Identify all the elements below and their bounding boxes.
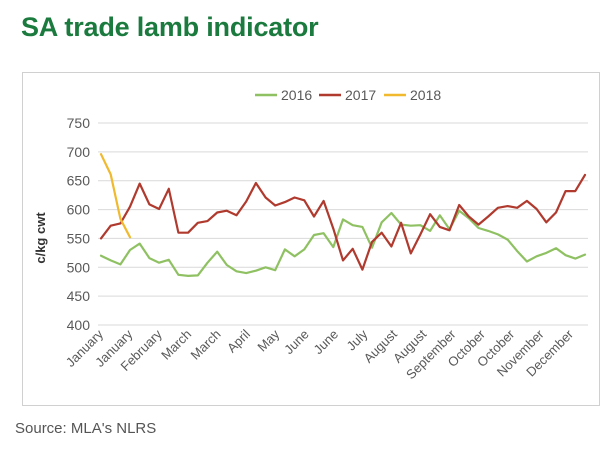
legend: 2016 2017 2018 xyxy=(255,87,441,103)
series-line-2016 xyxy=(99,209,587,277)
y-tick-label: 400 xyxy=(67,317,91,333)
series-line-2017 xyxy=(99,173,587,271)
y-tick-labels: 400 450 500 550 600 650 700 750 xyxy=(67,115,91,333)
x-tick-label: June xyxy=(311,327,342,358)
source-note: Source: MLA's NLRS xyxy=(15,420,157,437)
x-tick-label: March xyxy=(187,327,223,363)
grid-lines xyxy=(98,122,588,326)
x-tick-label: June xyxy=(281,327,312,358)
x-tick-label: April xyxy=(224,326,253,355)
page-title: SA trade lamb indicator xyxy=(21,12,319,42)
line-chart: 2016 2017 2018 400 450 500 550 600 650 700 750 c/… xyxy=(33,87,588,382)
y-tick-label: 500 xyxy=(67,259,91,275)
y-tick-label: 550 xyxy=(67,230,91,246)
y-tick-label: 750 xyxy=(67,115,91,131)
series-lines xyxy=(99,153,587,277)
y-tick-label: 700 xyxy=(67,144,91,160)
y-axis-label: c/kg cwt xyxy=(33,212,48,264)
legend-label-2018: 2018 xyxy=(410,87,441,103)
y-tick-label: 600 xyxy=(67,202,91,218)
x-tick-label: March xyxy=(158,327,194,363)
y-tick-label: 450 xyxy=(67,288,91,304)
chart-frame: 2016 2017 2018 400 450 500 550 600 650 700 750 c/… xyxy=(22,72,600,406)
y-tick-label: 650 xyxy=(67,173,91,189)
legend-label-2017: 2017 xyxy=(345,87,376,103)
series-line-2018 xyxy=(99,153,132,239)
x-tick-label: May xyxy=(254,326,282,354)
legend-label-2016: 2016 xyxy=(281,87,312,103)
